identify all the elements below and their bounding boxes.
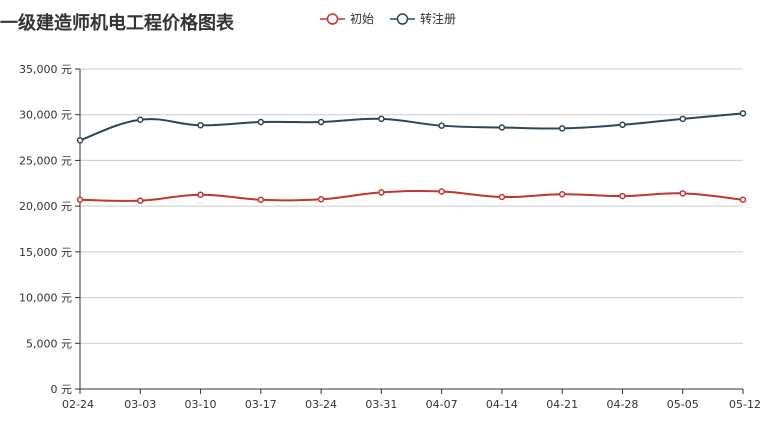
data-point[interactable] [739,110,747,117]
data-point[interactable] [137,116,144,123]
x-tick-label: 03-24 [305,398,337,411]
y-tick-label: 0 元 [51,383,73,396]
y-tick-label: 20,000 元 [19,200,72,213]
series-group [76,110,747,204]
y-tick-label: 30,000 元 [19,109,72,122]
x-tick-label: 03-17 [245,398,277,411]
data-point[interactable] [438,122,445,129]
x-tick-label: 04-28 [606,398,638,411]
legend[interactable]: 初始 转注册 [320,11,456,26]
data-point[interactable] [76,196,84,203]
x-tick-label: 05-12 [729,398,761,411]
x-tick-label: 04-21 [546,398,578,411]
legend-circle-icon [326,13,339,25]
y-tick-label: 10,000 元 [19,292,72,305]
y-tick-label: 15,000 元 [19,246,72,259]
series-line-1[interactable] [79,112,744,142]
x-tick-label: 03-03 [124,398,156,411]
data-point[interactable] [257,196,265,203]
data-point[interactable] [619,121,626,129]
data-point[interactable] [619,192,626,200]
data-point[interactable] [378,115,385,123]
data-point[interactable] [558,191,566,198]
data-point[interactable] [137,197,144,204]
data-point[interactable] [197,121,204,129]
data-point[interactable] [317,118,325,126]
legend-circle-icon [396,13,409,25]
y-tick-label: 5,000 元 [26,337,72,350]
x-tick-label: 04-14 [486,398,518,411]
data-point[interactable] [438,188,445,195]
axes: 0 元 5,000 元 10,000 元 15,000 元 20,000 元 25,000… [19,63,761,411]
legend-item-0[interactable]: 初始 [320,12,374,26]
data-point[interactable] [378,189,385,196]
data-point[interactable] [76,137,84,144]
x-tick-label: 05-05 [667,398,699,411]
chart-title: 一级建造师机电工程价格图表 [0,12,235,34]
data-point[interactable] [498,124,506,131]
y-tick-label: 25,000 元 [19,154,72,167]
data-point[interactable] [498,193,506,201]
data-point[interactable] [558,125,566,132]
data-point[interactable] [197,191,204,198]
data-point[interactable] [679,190,686,197]
x-tick-label: 03-31 [365,398,397,411]
legend-item-1[interactable]: 转注册 [390,11,456,26]
data-point[interactable] [739,196,747,203]
series-line-0[interactable] [79,189,744,202]
data-point[interactable] [679,115,686,123]
x-tick-label: 04-07 [426,398,458,411]
data-point[interactable] [317,196,325,203]
x-tick-label: 03-10 [185,398,217,411]
legend-label: 初始 [350,12,374,26]
data-point[interactable] [257,118,265,126]
legend-label: 转注册 [420,11,456,26]
x-tick-label: 02-24 [62,398,94,411]
gridlines [80,68,743,344]
y-tick-label: 35,000 元 [19,63,72,76]
